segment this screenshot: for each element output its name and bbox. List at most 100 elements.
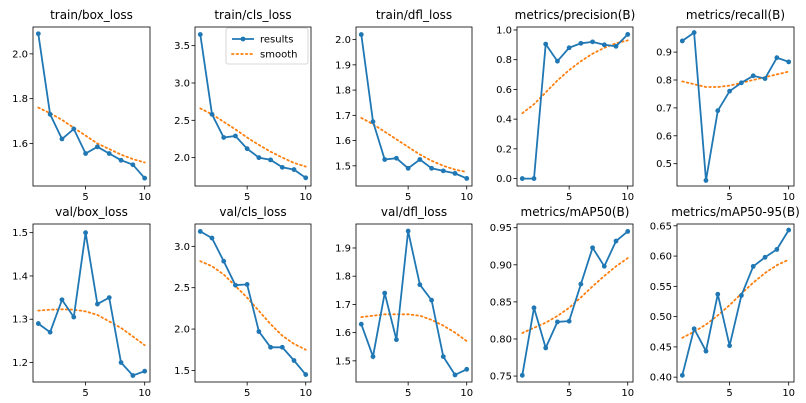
y-tick-label: 0.75: [490, 372, 512, 383]
y-tick-label: 1.6: [335, 328, 351, 339]
y-tick-label: 0.4: [496, 115, 512, 126]
results-point: [739, 293, 744, 298]
y-tick-label: 1.2: [12, 358, 28, 369]
results-point: [452, 170, 458, 176]
chart-title: val/cls_loss: [219, 205, 286, 219]
x-tick-label: 10: [138, 192, 151, 203]
results-point: [601, 263, 607, 269]
results-point: [555, 58, 560, 64]
y-tick-label: 0.40: [650, 373, 672, 384]
results-point: [256, 329, 262, 334]
results-point: [429, 165, 434, 171]
chart-panel: val/cls_loss 5 10 1.5 2.0 2.5 3.0: [174, 205, 312, 399]
chart-panel: metrics/mAP50(B) 5 10 0.75 0.80 0.85 0.90 0.95: [490, 205, 634, 399]
x-tick-label: 5: [566, 192, 572, 203]
x-tick-label: 5: [244, 192, 250, 203]
smooth-line: [360, 313, 468, 343]
results-point: [543, 345, 549, 351]
results-point: [727, 88, 732, 94]
results-point: [703, 178, 709, 183]
results-point: [519, 176, 525, 181]
results-point: [394, 155, 399, 161]
legend-smooth-label: smooth: [260, 50, 297, 61]
results-point: [71, 126, 77, 132]
axes-frame: [32, 26, 151, 187]
y-tick-label: 0.90: [490, 260, 512, 271]
results-point: [727, 343, 732, 349]
results-point: [382, 290, 388, 296]
chart-panel: val/box_loss 5 10 1.2 1.3 1.4 1.5: [12, 205, 151, 399]
results-line: [37, 33, 146, 179]
chart-title: val/box_loss: [55, 205, 128, 219]
y-tick-label: 2.5: [174, 283, 190, 294]
y-tick-label: 0.95: [490, 223, 512, 234]
results-point: [142, 175, 148, 181]
y-tick-label: 0.5: [656, 159, 672, 170]
results-point: [59, 136, 65, 142]
results-point: [625, 32, 631, 37]
y-tick-label: 3.0: [174, 242, 190, 253]
chart-title: val/dfl_loss: [381, 205, 447, 219]
y-tick-label: 1.6: [335, 136, 351, 147]
results-point: [233, 282, 238, 288]
x-tick-label: 10: [621, 388, 634, 399]
results-point: [613, 43, 619, 49]
y-tick-label: 1.5: [335, 356, 351, 367]
y-tick-label: 2.0: [12, 49, 28, 60]
results-point: [590, 245, 595, 251]
y-tick-label: 0.85: [490, 297, 512, 308]
results-point: [47, 111, 53, 117]
x-tick-label: 10: [782, 388, 795, 399]
results-point: [106, 295, 112, 300]
chart-panel: val/dfl_loss 5 10 1.5 1.6 1.7 1.8 1.9: [335, 205, 473, 399]
results-point: [382, 157, 388, 162]
y-tick-label: 1.7: [335, 300, 351, 311]
results-point: [233, 133, 238, 139]
results-point: [679, 372, 685, 378]
chart-panel: metrics/precision(B) 5 10 0.0 0.2 0.4 0.6 0.8 1.…: [496, 8, 635, 203]
results-point: [130, 162, 136, 168]
smooth-line: [521, 39, 629, 115]
results-point: [83, 151, 88, 156]
results-point: [118, 360, 124, 365]
y-tick-label: 0.2: [496, 144, 512, 155]
x-tick-label: 5: [405, 388, 411, 399]
results-point: [555, 319, 560, 325]
chart-title: train/dfl_loss: [376, 8, 452, 22]
y-tick-label: 0.6: [496, 85, 512, 96]
results-point: [221, 135, 227, 140]
x-tick-label: 10: [299, 192, 312, 203]
legend-results-label: results: [260, 35, 294, 46]
axes-frame: [676, 223, 795, 383]
results-point: [118, 157, 124, 163]
results-point: [566, 318, 572, 324]
results-point: [625, 229, 631, 234]
y-tick-label: 1.5: [335, 161, 351, 172]
results-point: [613, 238, 619, 244]
legend-results-marker: [240, 36, 246, 42]
smooth-line: [37, 308, 146, 347]
y-tick-label: 1.5: [12, 228, 28, 239]
results-point: [531, 176, 537, 181]
chart-title: train/box_loss: [50, 8, 133, 22]
results-point: [95, 301, 100, 307]
smooth-line: [681, 70, 790, 88]
chart-panel: train/cls_loss 5 10 2.0 2.5 3.0 3.5 results smoo…: [174, 8, 312, 203]
results-point: [464, 176, 470, 181]
results-point: [35, 321, 41, 326]
results-point: [601, 42, 607, 48]
results-point: [106, 151, 112, 156]
y-tick-label: 0.60: [650, 252, 672, 263]
results-line: [199, 34, 307, 179]
results-point: [417, 282, 423, 288]
results-point: [221, 258, 227, 264]
results-point: [715, 108, 721, 114]
results-point: [762, 254, 768, 260]
results-point: [679, 38, 685, 44]
results-point: [590, 39, 595, 45]
smooth-line: [199, 107, 307, 168]
results-point: [750, 263, 756, 269]
y-tick-label: 0.0: [496, 174, 512, 185]
results-line: [360, 230, 468, 377]
